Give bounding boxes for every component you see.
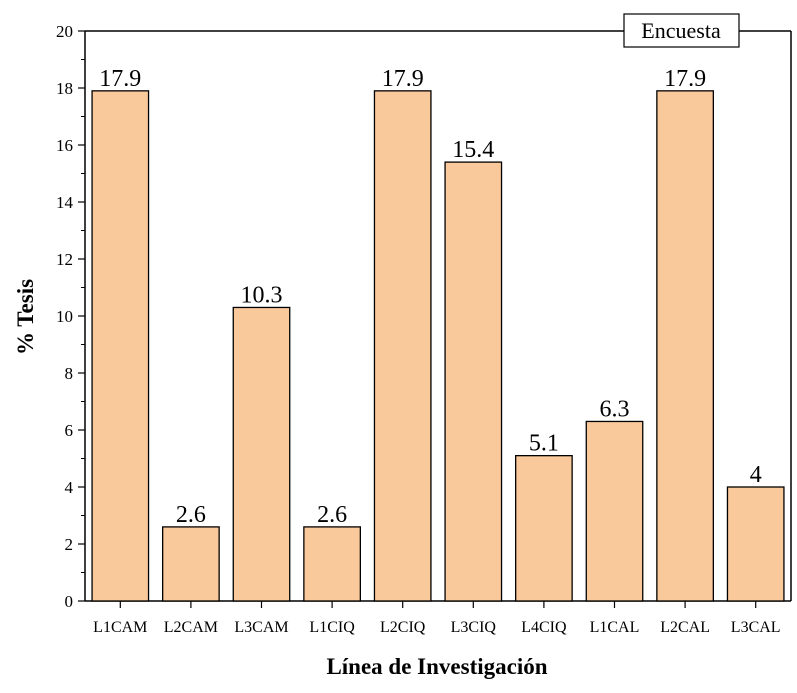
y-tick-label: 6 [65, 421, 74, 440]
data-label: 2.6 [317, 502, 347, 528]
bar [656, 90, 714, 602]
data-label: 17.9 [99, 66, 141, 92]
y-tick-label: 8 [65, 364, 74, 383]
bar [726, 486, 785, 602]
y-tick-label: 0 [65, 592, 74, 611]
x-tick-label: L2CIQ [380, 619, 426, 636]
data-label: 15.4 [452, 137, 494, 163]
data-label: 17.9 [382, 66, 424, 92]
data-label: 10.3 [241, 282, 283, 308]
x-axis-title: Línea de Investigación [326, 654, 547, 679]
legend-box [623, 13, 740, 48]
x-tick-label: L3CIQ [451, 619, 497, 636]
x-tick-label: L1CAL [590, 619, 640, 636]
y-tick-label: 18 [56, 79, 73, 98]
bar [232, 306, 291, 602]
bar [373, 90, 432, 602]
y-tick-label: 2 [65, 535, 74, 554]
bar [162, 526, 220, 602]
data-label: 6.3 [600, 396, 630, 422]
bar [303, 526, 361, 602]
legend: Encuesta [623, 13, 740, 48]
data-label: 5.1 [529, 431, 559, 457]
data-label: 2.6 [176, 502, 206, 528]
bar [585, 420, 644, 602]
x-tick-label: L2CAM [164, 619, 218, 636]
x-tick-label: L3CAM [234, 619, 288, 636]
bar [444, 161, 503, 602]
y-tick-label: 16 [56, 136, 73, 155]
legend-label: Encuesta [641, 18, 721, 43]
bar [91, 90, 150, 602]
y-tick-label: 4 [65, 478, 74, 497]
x-tick-label: L4CIQ [521, 619, 567, 636]
y-tick-label: 12 [56, 250, 73, 269]
y-tick-label: 10 [56, 307, 73, 326]
y-tick-label: 14 [56, 193, 74, 212]
bar [515, 454, 573, 602]
y-axis-title: % Tesis [13, 279, 38, 355]
x-tick-label: L3CAL [731, 619, 781, 636]
plot-area: 0 2 4 6 8 10 12 14 16 18 20 L1CAM 17.9 L2CAM 2.6 L3CAM 1… [56, 22, 792, 636]
x-tick-label: L2CAL [660, 619, 710, 636]
data-label: 4 [750, 462, 762, 488]
data-label: 17.9 [664, 66, 706, 92]
x-tick-label: L1CAM [93, 619, 147, 636]
y-tick-label: 20 [56, 22, 73, 41]
x-tick-label: L1CIQ [309, 619, 355, 636]
